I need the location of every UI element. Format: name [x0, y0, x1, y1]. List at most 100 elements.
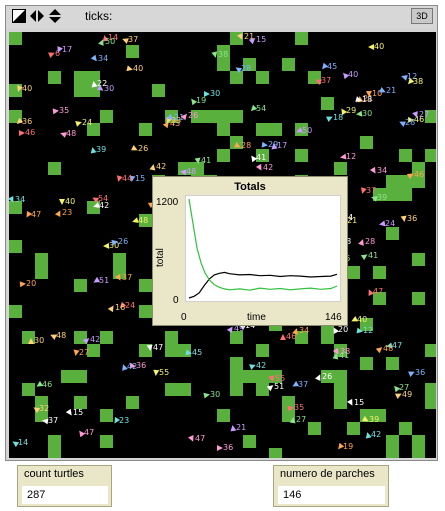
- grass-patch: [386, 227, 399, 240]
- turtle-label: 47: [84, 429, 94, 437]
- grass-patch: [334, 383, 347, 396]
- turtle-label: 16: [115, 304, 125, 312]
- turtle-label: 47: [392, 342, 402, 350]
- grass-patch: [243, 435, 256, 448]
- turtle-label: 42: [256, 362, 266, 370]
- grass-patch: [243, 370, 256, 383]
- speed-arrows-icon[interactable]: [30, 9, 44, 23]
- y-axis-label: total: [155, 248, 166, 267]
- grass-patch: [100, 331, 113, 344]
- grass-patch: [399, 188, 412, 201]
- grass-patch: [139, 123, 152, 136]
- turtle-label: 50: [105, 38, 115, 46]
- turtle-label: 42: [371, 431, 381, 439]
- turtle-label: 40: [65, 198, 75, 206]
- turtle-label: 36: [223, 444, 233, 452]
- turtle-label: 40: [348, 71, 358, 79]
- grass-patch: [308, 422, 321, 435]
- turtle-label: 40: [22, 85, 32, 93]
- turtle-label: 39: [369, 416, 379, 424]
- grass-patch: [230, 370, 243, 383]
- turtle-label: 35: [59, 107, 69, 115]
- ticks-label: ticks:: [85, 9, 112, 23]
- grass-patch: [373, 266, 386, 279]
- turtle-label: 28: [241, 142, 251, 150]
- turtle-label: 37: [122, 274, 132, 282]
- view-frame: ticks: 3D 614343221303621333037381042214…: [5, 5, 438, 461]
- grass-patch: [334, 370, 347, 383]
- grass-patch: [386, 435, 399, 448]
- turtle-label: 42: [99, 202, 109, 210]
- turtle-label: 28: [405, 119, 415, 127]
- turtle-label: 26: [322, 373, 332, 381]
- plot-series-line-0: [189, 272, 337, 298]
- grass-patch: [100, 409, 113, 422]
- turtle-label: 29: [346, 107, 356, 115]
- grass-patch: [100, 435, 113, 448]
- grass-patch: [100, 110, 113, 123]
- turtle-label: 45: [192, 349, 202, 357]
- y-min-label: 0: [173, 295, 179, 306]
- grass-patch: [61, 370, 74, 383]
- turtle-label: 21: [386, 87, 396, 95]
- turtle-label: 12: [346, 153, 356, 161]
- grass-patch: [295, 32, 308, 45]
- turtle-label: 34: [377, 167, 387, 175]
- turtle-label: 19: [343, 443, 353, 451]
- grass-patch: [74, 370, 87, 383]
- turtle-label: 41: [201, 157, 211, 165]
- turtle-label: 35: [294, 404, 304, 412]
- turtle-label: 36: [22, 118, 32, 126]
- view-toolbar: ticks: 3D: [6, 6, 437, 28]
- grass-patch: [425, 396, 436, 409]
- up-down-arrows-icon[interactable]: [48, 9, 62, 23]
- grass-patch: [321, 97, 334, 110]
- edit-icon[interactable]: [12, 9, 26, 23]
- grass-patch: [347, 266, 360, 279]
- turtle-label: 45: [327, 63, 337, 71]
- grass-patch: [412, 435, 425, 448]
- turtle-label: 30: [210, 90, 220, 98]
- turtle-label: 48: [56, 332, 66, 340]
- turtle-label: 50: [302, 127, 312, 135]
- grass-patch: [48, 162, 61, 175]
- turtle-label: 24: [385, 220, 395, 228]
- grass-patch: [217, 110, 230, 123]
- plot-title: Totals: [153, 181, 347, 193]
- turtle-label: 46: [414, 171, 424, 179]
- turtle-label: 20: [26, 280, 36, 288]
- turtle-label: 47: [31, 211, 41, 219]
- grass-patch: [321, 331, 334, 344]
- grass-patch: [386, 448, 399, 458]
- turtle-label: 28: [365, 238, 375, 246]
- turtle-label: 27: [399, 384, 409, 392]
- turtle-label: 48: [186, 168, 196, 176]
- turtle-label: 42: [127, 363, 137, 371]
- turtle-label: 30: [210, 391, 220, 399]
- grass-patch: [347, 422, 360, 435]
- turtle-label: 12: [363, 327, 373, 335]
- grass-patch: [399, 422, 412, 435]
- grass-patch: [35, 253, 48, 266]
- turtle-label: 40: [133, 65, 143, 73]
- turtle-label: 41: [256, 154, 266, 162]
- turtle-label: 28: [241, 65, 251, 73]
- turtle-label: 38: [218, 51, 228, 59]
- turtle-label: 48: [66, 130, 76, 138]
- grass-patch: [256, 71, 269, 84]
- grass-patch: [256, 370, 269, 383]
- grass-patch: [295, 149, 308, 162]
- turtle-label: 15: [73, 409, 83, 417]
- turtle-label: 24: [82, 119, 92, 127]
- turtle-label: 46: [286, 333, 296, 341]
- 3d-view-button[interactable]: 3D: [411, 8, 433, 24]
- turtle-label: 39: [96, 146, 106, 154]
- turtle-label: 15: [135, 175, 145, 183]
- grass-patch: [139, 305, 152, 318]
- grass-patch: [48, 435, 61, 448]
- turtle-label: 30: [34, 337, 44, 345]
- turtle-label: 20: [338, 326, 348, 334]
- grass-patch: [126, 45, 139, 58]
- turtle-label: 49: [402, 391, 412, 399]
- turtle-label: 41: [368, 252, 378, 260]
